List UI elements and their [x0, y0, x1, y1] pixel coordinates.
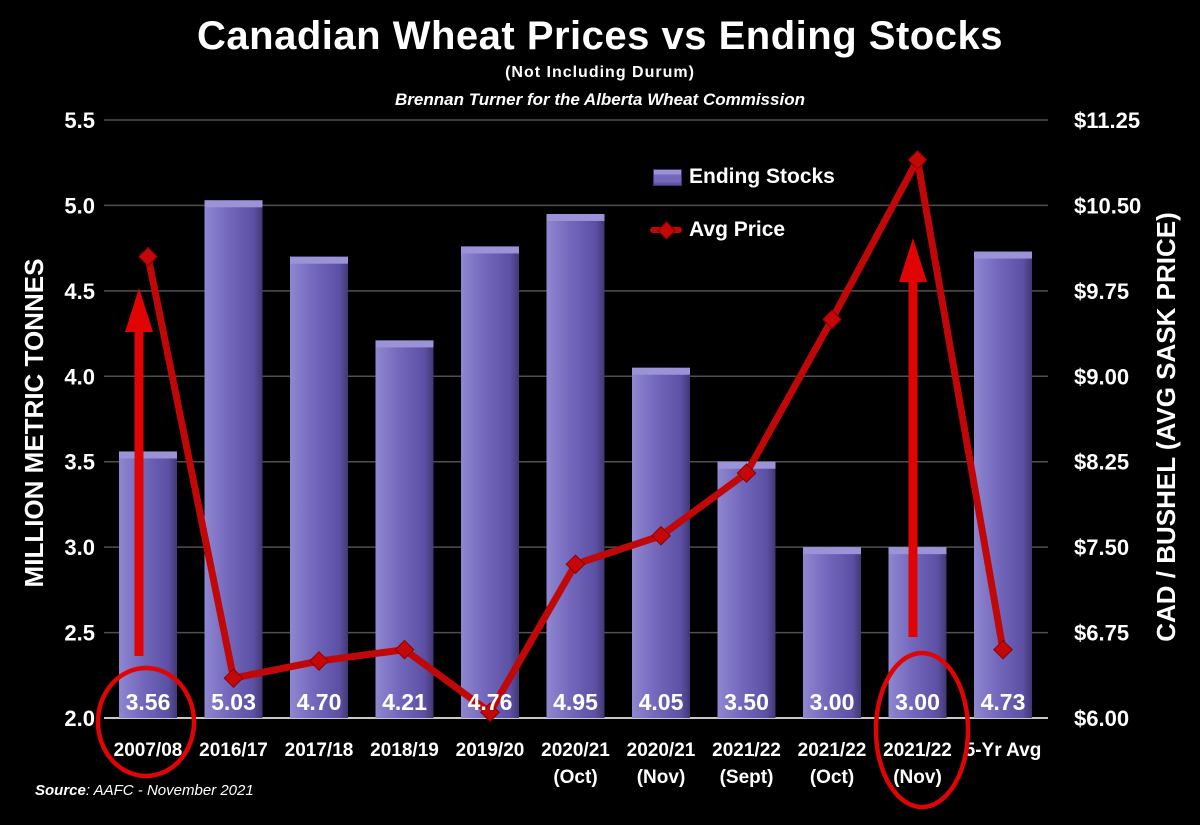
bar-2016/17	[204, 200, 263, 718]
category-label-line2: (Oct)	[810, 767, 854, 788]
left-axis-tick: 3.0	[64, 535, 95, 560]
category-label: 5-Yr Avg	[965, 740, 1042, 761]
bar-value-label: 3.50	[724, 689, 769, 715]
chart-title: Canadian Wheat Prices vs Ending Stocks	[197, 14, 1003, 58]
avg-price-marker-2021/22 (Oct)	[822, 309, 842, 330]
chart-subtitle: (Not Including Durum)	[505, 64, 695, 81]
right-axis-tick: $10.50	[1074, 193, 1141, 218]
category-label: 2007/08	[114, 740, 183, 761]
bar-top-bevel	[803, 547, 861, 555]
axis-tick-labels: 5.5 5.0 4.5 4.0 3.5 3.0 2.5 2.0 $11.25 $10.50 $9.7…	[64, 108, 1141, 731]
right-axis-tick: $11.25	[1074, 108, 1140, 133]
category-label: 2021/22	[712, 740, 781, 761]
left-axis-tick: 2.5	[64, 621, 95, 646]
category-label-line2: (Oct)	[553, 767, 597, 788]
legend-label-ending-stocks: Ending Stocks	[689, 165, 835, 188]
bar-top-bevel	[375, 340, 434, 348]
bar-2007/08	[119, 451, 177, 718]
source-note: Source: AAFC - November 2021	[35, 782, 254, 799]
source-note-text: : AAFC - November 2021	[85, 782, 254, 799]
line-series-avg-price	[138, 149, 1013, 723]
category-label: 2020/21	[627, 740, 696, 761]
category-label-line2: (Nov)	[893, 767, 942, 788]
category-label: 2019/20	[456, 740, 525, 761]
left-axis-tick: 2.0	[64, 706, 95, 731]
chart-attribution: Brennan Turner for the Alberta Wheat Com…	[395, 90, 805, 109]
bar-value-label: 4.05	[639, 689, 684, 715]
right-axis-tick: $6.75	[1074, 621, 1129, 646]
bar-top-bevel	[119, 451, 177, 459]
ending-stocks-swatch-icon	[653, 168, 682, 186]
bar-value-label: 4.76	[468, 689, 513, 715]
left-axis-tick: 5.5	[64, 108, 95, 133]
avg-price-swatch-icon	[650, 221, 682, 240]
category-label: 2018/19	[370, 740, 439, 761]
avg-price-marker-5-Yr Avg	[993, 639, 1013, 660]
bar-value-label: 3.00	[895, 689, 940, 715]
up-arrow-2007/08	[125, 288, 153, 656]
bar-2021/22 (Oct)	[803, 547, 861, 718]
right-axis-tick: $9.00	[1074, 364, 1129, 389]
avg-price-marker-2020/21 (Nov)	[651, 525, 671, 546]
category-label: 2021/22	[798, 740, 867, 761]
bar-2020/21 (Oct)	[546, 213, 605, 718]
bar-top-bevel	[461, 246, 519, 254]
right-axis-tick: $7.50	[1074, 535, 1129, 560]
right-axis-tick: $8.25	[1074, 450, 1129, 475]
right-axis-tick: $6.00	[1074, 706, 1129, 731]
legend-item-avg-price: Avg Price	[650, 218, 785, 242]
annotations	[95, 238, 971, 810]
left-axis-tick: 4.5	[64, 279, 95, 304]
avg-price-marker-2021/22 (Sept)	[736, 463, 757, 484]
bar-top-bevel	[632, 367, 690, 375]
up-arrow-2021/22 (Nov)	[899, 238, 927, 637]
bar-value-label: 3.00	[810, 689, 855, 715]
highlight-circle-2021/22 (Nov)	[873, 650, 971, 810]
bar-2017/18	[290, 256, 348, 718]
bar-series-ending-stocks	[119, 200, 1032, 719]
left-axis-tick: 3.5	[64, 450, 95, 475]
bar-2021/22 (Sept)	[717, 461, 776, 718]
avg-price-marker-2021/22 (Nov)	[907, 149, 928, 170]
bar-value-label: 4.95	[553, 689, 598, 715]
bar-top-bevel	[974, 251, 1032, 259]
category-label: 2017/18	[285, 740, 354, 761]
legend-label-avg-price: Avg Price	[689, 218, 786, 241]
avg-price-marker-2017/18	[309, 651, 329, 671]
avg-price-marker-2016/17	[223, 668, 244, 689]
category-label: 2020/21	[541, 740, 610, 761]
bar-value-label: 4.21	[382, 689, 427, 715]
category-label: 2016/17	[199, 740, 268, 761]
left-axis-tick: 4.0	[64, 364, 95, 389]
avg-price-marker-2019/20	[480, 702, 500, 723]
bar-top-bevel	[204, 200, 263, 208]
bar-value-label: 4.73	[981, 689, 1026, 715]
bar-value-label: 4.70	[297, 689, 342, 715]
avg-price-marker-2020/21 (Oct)	[565, 554, 586, 575]
highlight-circle-2007/08	[95, 665, 197, 779]
left-axis-tick: 5.0	[64, 193, 95, 218]
bar-value-labels: 3.56 5.03 4.70 4.21 4.76 4.95 4.05 3.50 3.00 3.00…	[126, 689, 1026, 715]
bar-2019/20	[461, 246, 519, 719]
category-label: 2021/22	[883, 740, 952, 761]
bar-value-label: 5.03	[211, 689, 256, 715]
category-labels: 2007/08 2016/17 2017/18 2018/19 2019/20 2020/…	[114, 740, 1042, 788]
avg-price-marker-2007/08	[138, 246, 158, 267]
source-note-prefix: Source	[35, 782, 86, 799]
bar-value-label: 3.56	[126, 689, 171, 715]
bar-top-bevel	[546, 213, 605, 221]
right-axis-tick: $9.75	[1074, 279, 1129, 304]
category-label-line2: (Nov)	[637, 767, 686, 788]
avg-price-marker-2018/19	[394, 639, 415, 660]
legend-item-ending-stocks: Ending Stocks	[653, 165, 835, 189]
category-label-line2: (Sept)	[720, 767, 774, 788]
bar-top-bevel	[290, 256, 348, 264]
